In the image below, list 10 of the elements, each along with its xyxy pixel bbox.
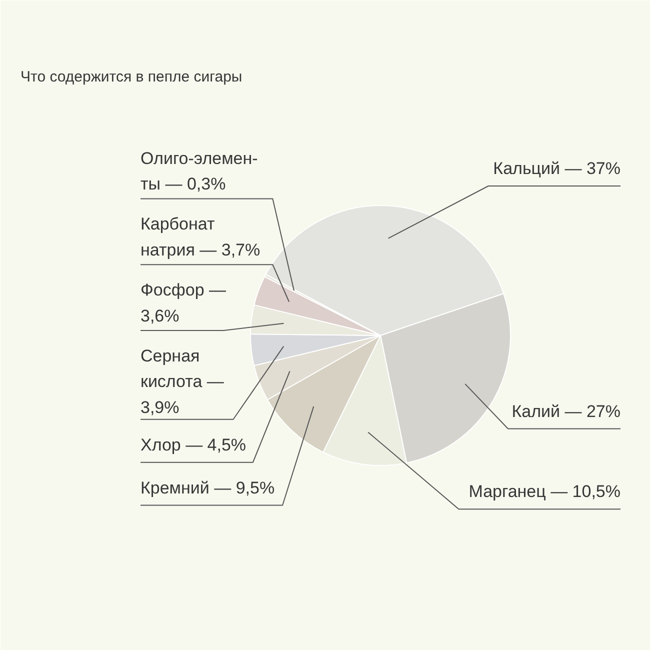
slice-label: Марганец — 10,5%: [468, 482, 621, 502]
chart-title: Что содержится в пепле сигары: [20, 68, 242, 86]
slice-label: Карбонат натрия — 3,7%: [140, 214, 260, 260]
slice-label: Олиго-элемен- ты — 0,3%: [140, 148, 258, 194]
slice-label: Кремний — 9,5%: [140, 478, 275, 498]
slice-label: Фосфор — 3,6%: [140, 280, 226, 326]
slice-label: Хлор — 4,5%: [140, 435, 246, 454]
slice-label: Серная кислота — 3,9%: [140, 346, 224, 417]
slice-label: Калий — 27%: [512, 402, 621, 421]
slice-label: Кальций — 37%: [493, 159, 621, 178]
